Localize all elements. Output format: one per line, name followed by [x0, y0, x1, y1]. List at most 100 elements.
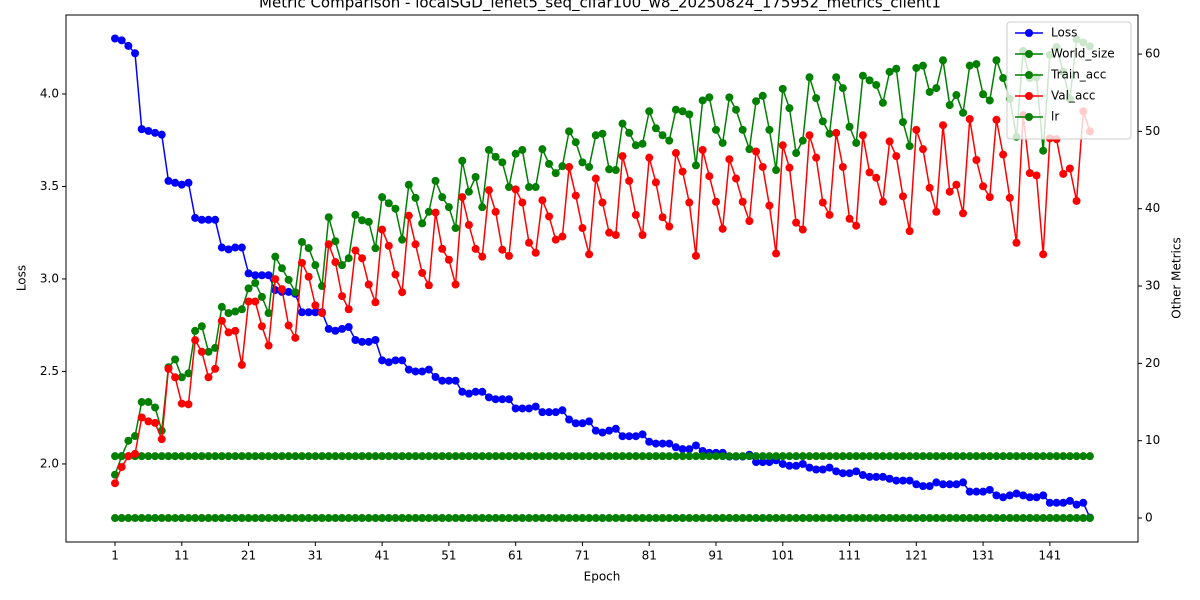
point — [825, 463, 834, 472]
point — [351, 210, 360, 219]
point — [478, 387, 487, 396]
point — [878, 452, 887, 461]
point — [464, 514, 473, 523]
point — [571, 138, 580, 147]
point — [805, 514, 814, 523]
point — [598, 428, 607, 437]
point — [999, 74, 1008, 83]
point — [411, 240, 420, 249]
point — [812, 94, 821, 103]
point — [992, 115, 1001, 124]
point — [605, 452, 614, 461]
point — [765, 201, 774, 210]
legend-marker — [1025, 113, 1033, 121]
point — [257, 322, 266, 331]
point — [818, 452, 827, 461]
point — [458, 193, 467, 202]
point — [491, 514, 500, 523]
point — [678, 514, 687, 523]
point — [872, 472, 881, 481]
point — [825, 514, 834, 523]
point — [291, 333, 300, 342]
point — [491, 395, 500, 404]
point — [124, 514, 133, 523]
point — [1072, 452, 1081, 461]
point — [959, 514, 968, 523]
point — [832, 467, 841, 476]
point — [164, 514, 173, 523]
point — [144, 514, 153, 523]
point — [638, 514, 647, 523]
point — [785, 514, 794, 523]
point — [1019, 452, 1028, 461]
point — [131, 49, 140, 58]
point — [144, 398, 153, 407]
point — [671, 149, 680, 158]
point — [752, 458, 761, 467]
point — [491, 152, 500, 161]
point — [551, 452, 560, 461]
point — [398, 452, 407, 461]
point — [398, 356, 407, 365]
point — [611, 424, 620, 433]
point — [211, 364, 220, 373]
point — [1065, 452, 1074, 461]
point — [164, 364, 173, 373]
point — [277, 264, 286, 273]
point — [284, 514, 293, 523]
point — [972, 452, 981, 461]
point — [758, 162, 767, 171]
point — [144, 417, 153, 426]
point — [898, 118, 907, 127]
point — [464, 187, 473, 196]
point — [211, 514, 220, 523]
point — [304, 308, 313, 317]
point — [598, 452, 607, 461]
point — [291, 452, 300, 461]
point — [591, 174, 600, 183]
point — [1079, 514, 1088, 523]
point — [1079, 498, 1088, 507]
point — [237, 360, 246, 369]
point — [351, 336, 360, 345]
point — [865, 472, 874, 481]
x-tick-label: 41 — [374, 549, 389, 563]
point — [324, 452, 333, 461]
point — [244, 284, 253, 293]
point — [732, 514, 741, 523]
point — [905, 514, 914, 523]
point — [758, 514, 767, 523]
point — [424, 365, 433, 374]
point — [231, 326, 240, 335]
point — [772, 166, 781, 175]
point — [271, 514, 280, 523]
point — [658, 439, 667, 448]
point — [765, 125, 774, 134]
point — [157, 514, 166, 523]
point — [792, 452, 801, 461]
point — [738, 197, 747, 206]
point — [131, 514, 140, 523]
point — [144, 126, 153, 135]
point — [972, 487, 981, 496]
point — [451, 224, 460, 233]
point — [384, 358, 393, 367]
point — [324, 514, 333, 523]
point — [358, 216, 367, 225]
point — [565, 452, 574, 461]
point — [484, 452, 493, 461]
point — [785, 104, 794, 113]
point — [197, 514, 206, 523]
point — [297, 237, 306, 246]
point — [1065, 514, 1074, 523]
point — [1039, 146, 1048, 155]
point — [1025, 169, 1034, 178]
point — [985, 96, 994, 105]
point — [858, 452, 867, 461]
point — [865, 514, 874, 523]
point — [111, 514, 120, 523]
point — [464, 452, 473, 461]
point — [685, 110, 694, 119]
point — [738, 514, 747, 523]
